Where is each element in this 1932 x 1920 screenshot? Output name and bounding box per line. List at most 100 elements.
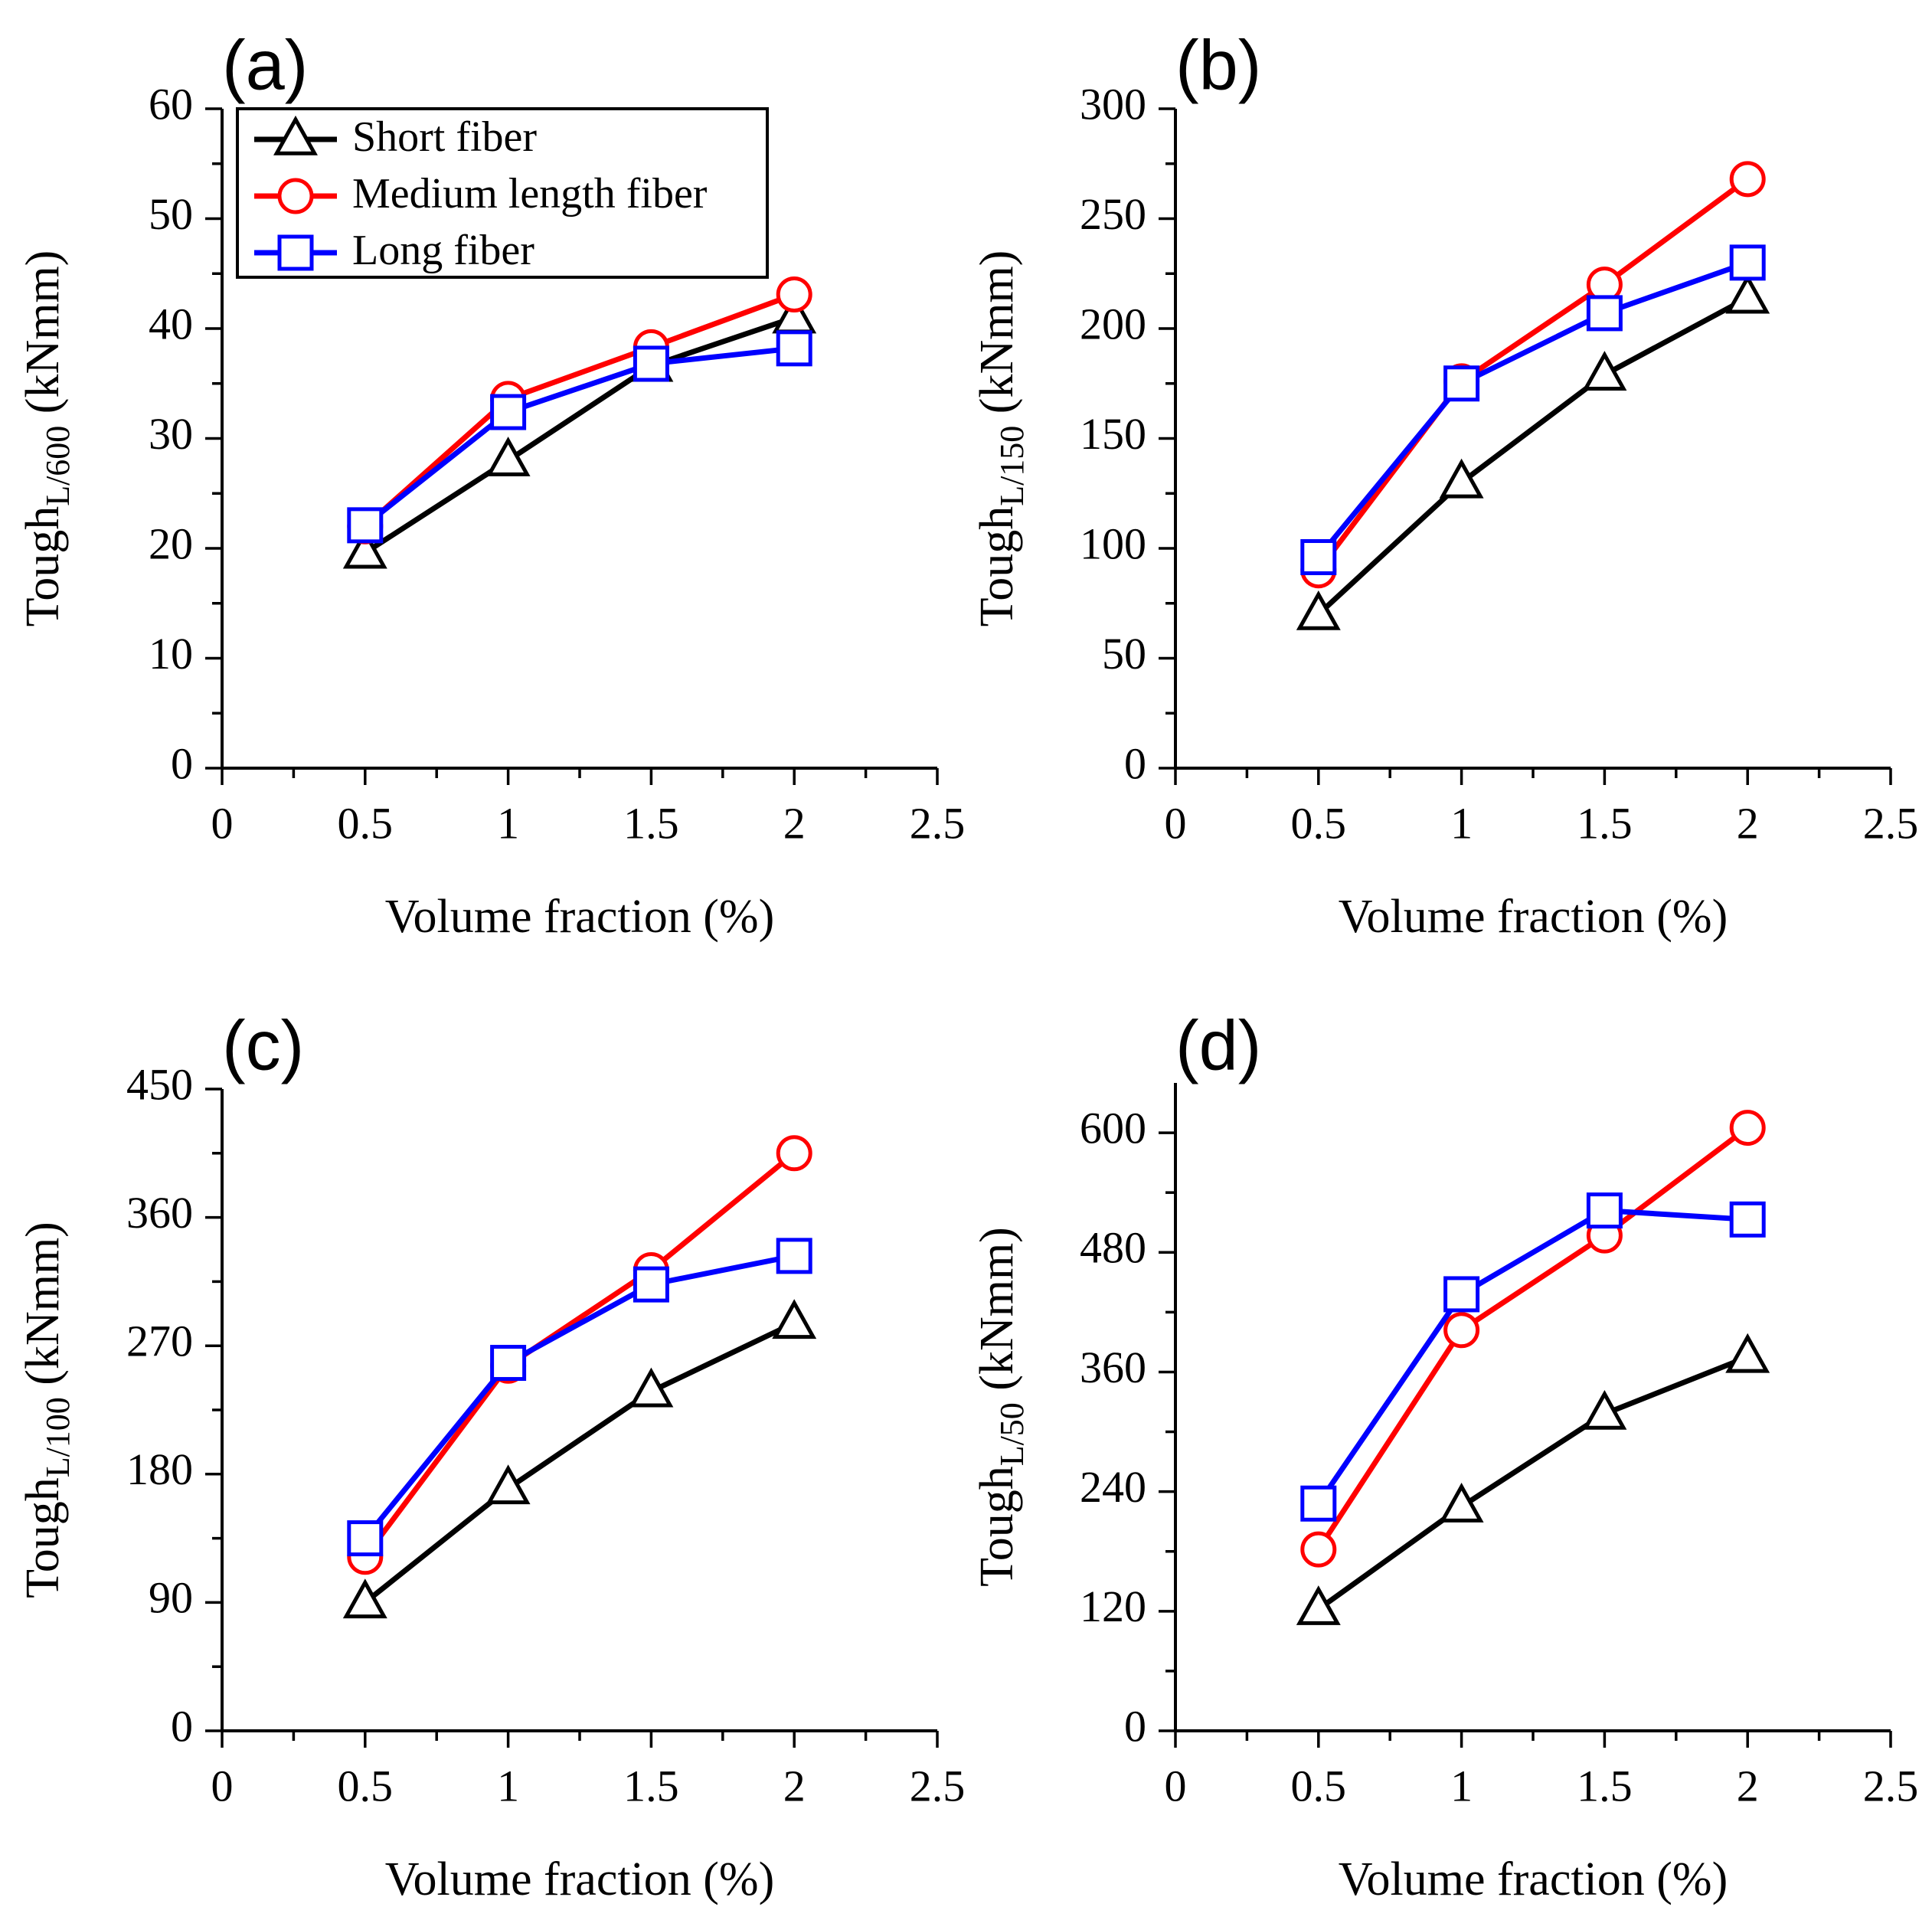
series-long bbox=[1300, 244, 1766, 575]
y-axis-title-subscript: L/150 bbox=[993, 426, 1031, 506]
y-tick-label: 20 bbox=[149, 518, 193, 568]
y-tick-label: 270 bbox=[126, 1317, 193, 1366]
x-tick-label: 2.5 bbox=[1863, 1761, 1919, 1810]
x-tick-label: 1 bbox=[497, 1761, 519, 1810]
legend-item-medium: Medium length fiber bbox=[254, 170, 708, 218]
series-short bbox=[1296, 1333, 1770, 1625]
data-point-medium bbox=[776, 276, 812, 313]
y-tick-label: 0 bbox=[171, 738, 193, 788]
series-line-short bbox=[1316, 1354, 1749, 1612]
legend-marker-long bbox=[277, 234, 314, 271]
legend-item-short: Short fiber bbox=[254, 113, 537, 161]
series-line-medium bbox=[1316, 177, 1750, 572]
data-point-long bbox=[490, 394, 527, 430]
legend-marker-short bbox=[273, 115, 318, 155]
x-tick-label: 0 bbox=[211, 1761, 234, 1810]
data-point-long bbox=[347, 507, 384, 544]
series-short bbox=[342, 293, 817, 569]
data-point-medium bbox=[1443, 1312, 1480, 1349]
y-tick-label: 450 bbox=[126, 1059, 193, 1109]
y-tick-label: 360 bbox=[126, 1188, 193, 1238]
data-point-medium bbox=[1300, 1531, 1337, 1568]
x-tick-label: 0 bbox=[1165, 798, 1187, 848]
y-tick-label: 180 bbox=[126, 1444, 193, 1494]
data-point-short bbox=[1439, 458, 1484, 499]
y-tick-label: 360 bbox=[1080, 1343, 1146, 1392]
data-point-short bbox=[629, 1367, 674, 1408]
y-tick-label: 250 bbox=[1080, 189, 1146, 239]
y-axis-title-unit: (kNmm) bbox=[971, 1227, 1023, 1402]
data-point-long bbox=[1586, 1192, 1623, 1229]
x-tick-label: 0.5 bbox=[1291, 798, 1347, 848]
legend-label-short: Short fiber bbox=[352, 113, 537, 161]
x-tick-label: 1.5 bbox=[623, 798, 679, 848]
y-tick-label: 480 bbox=[1080, 1223, 1146, 1273]
y-axis-title-main: Tough bbox=[17, 506, 69, 627]
data-point-long bbox=[1729, 1201, 1766, 1238]
series-line-medium bbox=[363, 292, 796, 528]
x-tick-label: 2.5 bbox=[1863, 798, 1919, 848]
x-axis-title: Volume fraction (%) bbox=[385, 1853, 774, 1905]
y-axis-title: ToughL/150 (kNmm) bbox=[971, 250, 1031, 627]
data-point-long bbox=[633, 345, 669, 382]
y-tick-label: 30 bbox=[149, 409, 193, 459]
series-line-short bbox=[1316, 295, 1749, 617]
y-tick-label: 50 bbox=[149, 189, 193, 239]
series-line-long bbox=[363, 1253, 795, 1540]
y-tick-label: 600 bbox=[1080, 1103, 1146, 1153]
panel-label: (d) bbox=[1175, 1006, 1261, 1084]
data-point-short bbox=[485, 437, 531, 476]
x-tick-label: 2 bbox=[1737, 1761, 1759, 1810]
x-tick-label: 2 bbox=[783, 1761, 806, 1810]
legend: Short fiber Medium length fiber Long fiber bbox=[236, 107, 769, 279]
y-tick-label: 50 bbox=[1102, 629, 1146, 679]
data-point-medium bbox=[1729, 1110, 1766, 1146]
data-point-long bbox=[490, 1345, 527, 1382]
x-tick-label: 0.5 bbox=[338, 1761, 394, 1810]
data-point-short bbox=[1582, 351, 1627, 391]
x-tick-label: 1.5 bbox=[1577, 1761, 1633, 1810]
x-tick-label: 2.5 bbox=[910, 1761, 966, 1810]
legend-label-long: Long fiber bbox=[352, 227, 534, 274]
data-point-long bbox=[1443, 365, 1480, 402]
y-axis-title: ToughL/600 (kNmm) bbox=[17, 250, 77, 627]
data-point-short bbox=[1725, 1333, 1770, 1373]
series-long bbox=[347, 1238, 812, 1557]
x-tick-label: 2.5 bbox=[910, 798, 966, 848]
series-line-medium bbox=[362, 1151, 796, 1559]
x-tick-label: 1.5 bbox=[623, 1761, 679, 1810]
y-tick-label: 0 bbox=[171, 1701, 193, 1751]
data-point-long bbox=[1443, 1276, 1480, 1313]
data-point-long bbox=[1300, 538, 1337, 575]
data-point-medium bbox=[776, 1135, 812, 1172]
chart-panel-b: (b) 0 50 100 150 200 250 300 0 0.5 1 1.5 2 2.5 Volume … bbox=[971, 26, 1918, 943]
x-tick-label: 2 bbox=[1737, 798, 1759, 848]
y-tick-label: 60 bbox=[149, 79, 193, 129]
x-axis-title: Volume fraction (%) bbox=[1339, 891, 1728, 943]
chart-panel-c: (c) 0 90 180 270 360 450 0 0.5 1 1.5 2 2.5 Volume fra… bbox=[17, 1006, 965, 1905]
panel-label: (c) bbox=[222, 1006, 304, 1084]
series-line-short bbox=[363, 315, 796, 555]
y-axis-title: ToughL/100 (kNmm) bbox=[17, 1222, 77, 1598]
y-tick-label: 150 bbox=[1080, 409, 1146, 459]
series-long bbox=[347, 330, 812, 544]
series-short bbox=[342, 1299, 817, 1619]
series-short bbox=[1296, 273, 1770, 630]
x-axis-title: Volume fraction (%) bbox=[1339, 1853, 1728, 1905]
data-point-long bbox=[776, 1238, 812, 1274]
y-axis-title-main: Tough bbox=[17, 1477, 69, 1598]
legend-marker-medium bbox=[277, 178, 314, 214]
y-axis-title-unit: (kNmm) bbox=[971, 250, 1023, 426]
series-line-long bbox=[363, 345, 795, 528]
y-tick-label: 0 bbox=[1124, 1701, 1146, 1751]
data-point-short bbox=[1296, 1585, 1341, 1625]
series-long bbox=[1300, 1192, 1766, 1522]
y-axis-title-subscript: L/50 bbox=[993, 1402, 1031, 1466]
data-point-short bbox=[342, 528, 387, 569]
legend-label-medium: Medium length fiber bbox=[352, 170, 708, 218]
x-tick-label: 0.5 bbox=[338, 798, 394, 848]
data-point-long bbox=[1300, 1485, 1337, 1522]
x-axis-title: Volume fraction (%) bbox=[385, 891, 774, 943]
x-tick-label: 1 bbox=[1450, 1761, 1473, 1810]
